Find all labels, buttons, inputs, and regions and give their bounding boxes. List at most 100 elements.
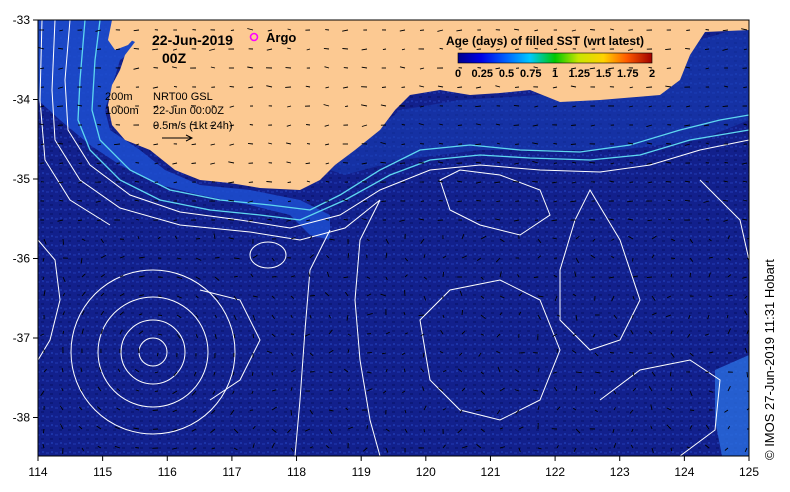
current-vector — [570, 85, 577, 88]
current-vector — [361, 48, 368, 51]
current-vector — [366, 425, 369, 430]
current-vector — [515, 409, 520, 415]
current-vector — [271, 295, 275, 299]
current-vector — [176, 257, 182, 260]
product-label: NRT00 GSL — [153, 91, 213, 103]
current-vector — [575, 371, 582, 374]
current-vector — [214, 314, 217, 318]
current-vector — [252, 314, 256, 321]
current-vector — [440, 329, 444, 335]
current-vector — [480, 390, 486, 395]
current-vector — [670, 238, 676, 242]
current-vector — [744, 347, 748, 354]
current-vector — [514, 162, 520, 165]
current-vector — [309, 352, 314, 357]
current-vector — [249, 124, 254, 126]
current-vector — [727, 274, 732, 278]
current-vector — [271, 333, 276, 338]
colorbar-tick-label: 0.5 — [499, 68, 514, 80]
current-vector — [328, 389, 334, 392]
current-vector — [233, 447, 238, 451]
current-vector — [173, 371, 178, 377]
current-vector — [684, 199, 691, 202]
coastal-sst-band — [38, 20, 330, 240]
current-vector — [533, 276, 539, 278]
current-vector — [342, 199, 349, 202]
current-vector — [306, 124, 311, 126]
current-vector — [648, 66, 653, 69]
current-vector — [439, 351, 444, 354]
current-vector — [556, 314, 561, 317]
current-vector — [399, 66, 406, 69]
current-vector — [344, 291, 349, 297]
colorbar-title: Age (days) of filled SST (wrt latest) — [446, 34, 644, 48]
current-vector — [97, 85, 102, 88]
current-vector — [727, 257, 731, 261]
current-vector — [552, 105, 558, 108]
current-vector — [552, 67, 558, 70]
current-vector — [589, 67, 596, 70]
current-vector — [723, 219, 729, 222]
x-tick-label: 121 — [480, 465, 500, 479]
current-vector — [309, 446, 314, 449]
current-vector — [290, 369, 296, 373]
current-vector — [689, 390, 693, 397]
current-vector — [553, 274, 558, 278]
current-vector — [537, 255, 542, 259]
current-vector — [552, 333, 558, 337]
current-vector — [95, 29, 102, 32]
current-vector — [495, 123, 501, 126]
current-vector — [290, 447, 294, 452]
current-vector — [442, 271, 445, 278]
current-vector — [722, 48, 729, 51]
current-vector — [399, 219, 406, 222]
current-vector — [62, 238, 64, 245]
current-vector — [286, 219, 292, 222]
current-vector — [708, 256, 713, 259]
current-vector — [58, 67, 64, 70]
current-vector — [134, 368, 140, 373]
current-vector — [666, 424, 672, 430]
current-vector — [594, 447, 598, 451]
current-vector — [592, 333, 596, 338]
current-vector — [461, 330, 466, 335]
current-vector — [518, 447, 521, 453]
current-vector — [380, 104, 387, 107]
colorbar-tick-label: 1.5 — [596, 68, 611, 80]
current-vector — [287, 181, 292, 184]
current-vector — [744, 310, 748, 316]
current-vector — [685, 66, 691, 69]
current-vector — [537, 238, 542, 244]
current-vector — [741, 28, 748, 31]
current-vector — [727, 328, 731, 335]
current-vector — [305, 85, 311, 88]
current-vector — [611, 255, 615, 259]
current-vector — [138, 313, 143, 316]
current-vector — [703, 200, 710, 203]
current-vector — [133, 47, 140, 50]
current-vector — [59, 405, 64, 411]
current-vector — [133, 29, 140, 32]
current-vector — [534, 47, 539, 50]
current-vector — [385, 428, 390, 432]
current-vector — [210, 162, 216, 165]
current-vector — [135, 218, 140, 221]
current-vector — [287, 428, 292, 434]
current-vector — [746, 257, 749, 261]
current-vector — [613, 333, 618, 338]
current-vector — [324, 124, 330, 127]
current-vector — [366, 351, 372, 354]
current-vector — [476, 219, 482, 222]
current-vector — [572, 407, 577, 411]
depth-200-label: 200m — [105, 91, 133, 103]
current-vector — [495, 218, 501, 221]
current-vector — [708, 238, 712, 242]
current-vector — [233, 314, 237, 321]
map-date: 22-Jun-2019 — [152, 32, 233, 48]
current-vector — [81, 447, 85, 452]
current-vector — [727, 425, 731, 430]
current-vector — [138, 256, 145, 259]
current-vector — [722, 199, 729, 202]
current-vector — [153, 105, 159, 108]
current-vector — [515, 369, 520, 373]
